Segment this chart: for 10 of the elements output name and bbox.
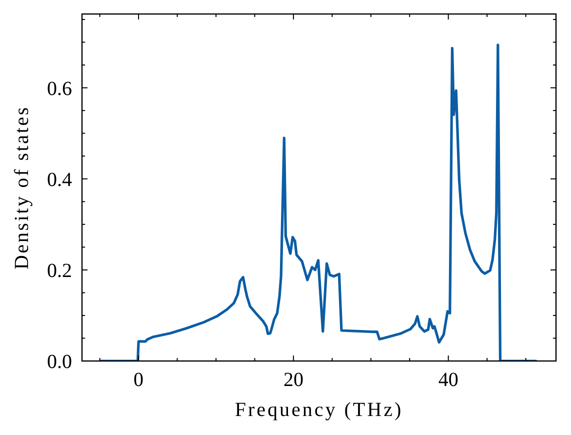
y-tick-label: 0.6	[47, 78, 72, 100]
y-tick-label: 0.4	[47, 168, 72, 191]
line-series	[99, 44, 538, 361]
y-tick-label: 0.0	[47, 351, 72, 373]
y-tick-label: 0.2	[47, 260, 72, 282]
x-tick-label: 0	[134, 369, 144, 391]
x-tick-label: 20	[283, 369, 304, 391]
x-tick-label: 40	[438, 369, 458, 391]
y-axis-title: Density of states	[11, 106, 33, 270]
x-axis-title: Frequency (THz)	[234, 399, 404, 421]
